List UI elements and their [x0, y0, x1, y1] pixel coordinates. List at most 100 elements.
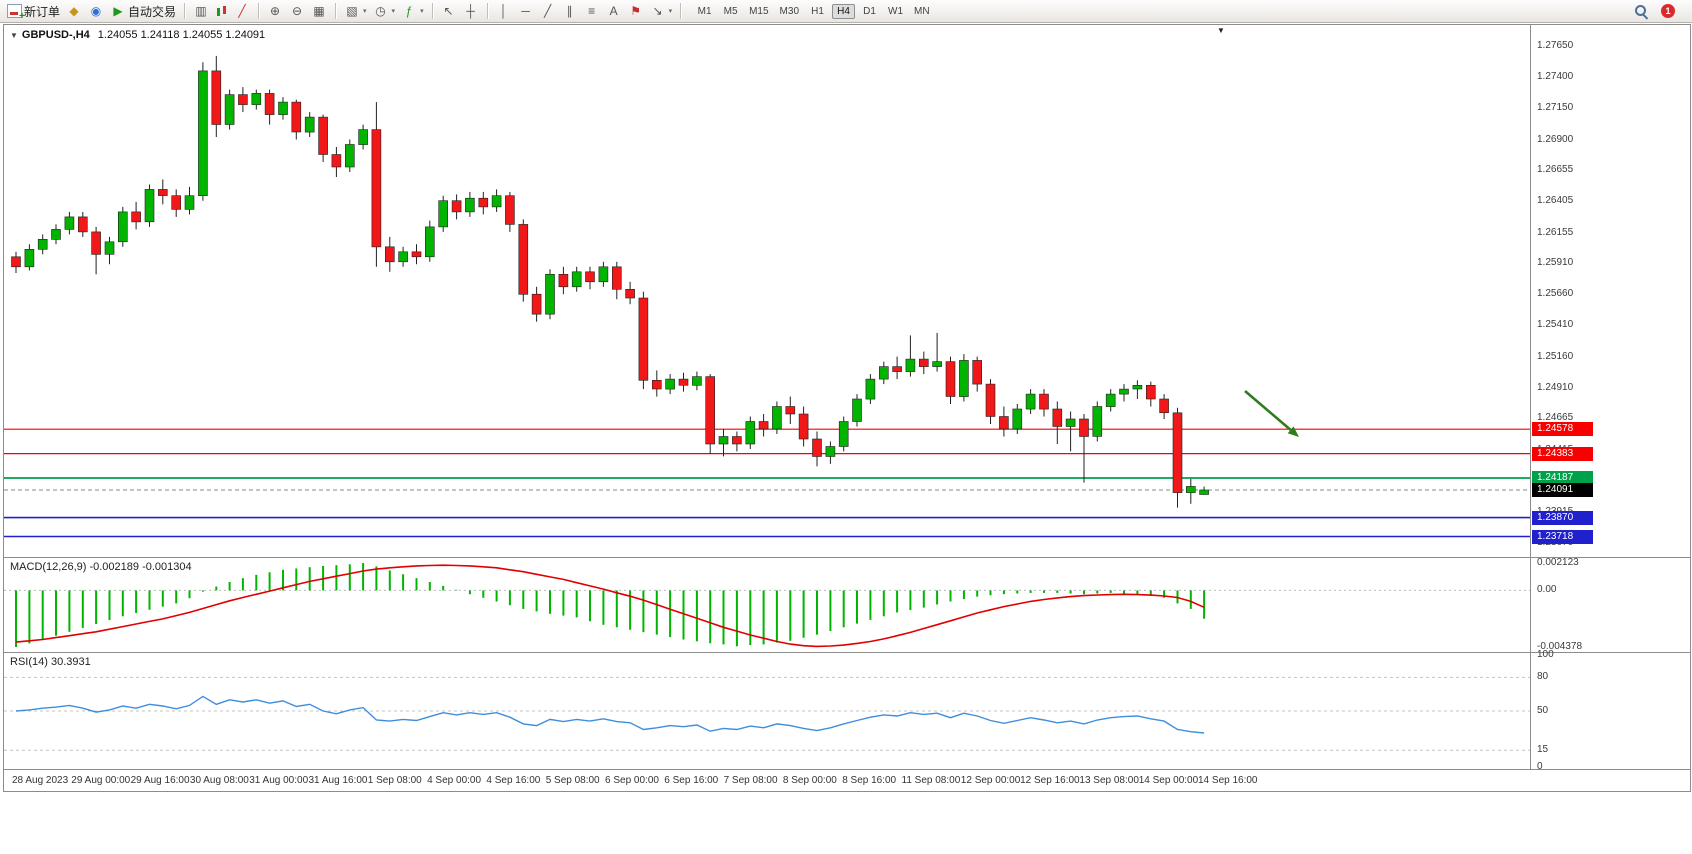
price-axis-label: 1.26655: [1537, 164, 1574, 176]
price-axis-label: 1.26405: [1537, 195, 1574, 207]
autotrade-button[interactable]: ▶ 自动交易: [108, 2, 178, 21]
tile-windows-button[interactable]: ▦: [309, 2, 329, 21]
line-chart-button[interactable]: ╱: [232, 2, 252, 21]
collapse-icon[interactable]: ▼: [10, 31, 18, 40]
announcements-icon: ◆: [69, 4, 79, 18]
price-axis-label: 1.26155: [1537, 226, 1574, 238]
candlestick-chart-icon: [215, 4, 228, 18]
toolbar-separator: [184, 3, 186, 19]
profiles-button[interactable]: ◷ ▾: [371, 2, 398, 21]
notification-badge[interactable]: 1: [1661, 4, 1675, 18]
timeframe-button-mn[interactable]: MN: [914, 5, 930, 17]
timeframe-button-m1[interactable]: M1: [697, 5, 712, 17]
channel-button[interactable]: ∥: [560, 2, 580, 21]
macd-label: MACD(12,26,9) -0.002189 -0.001304: [10, 561, 192, 573]
chart-window: ▼ GBPUSD-,H4 1.24055 1.24118 1.24055 1.240…: [3, 24, 1691, 792]
macd-pane[interactable]: MACD(12,26,9) -0.002189 -0.001304: [4, 558, 1530, 652]
macd-chart[interactable]: [4, 558, 1530, 652]
price-level-tag: 1.24383: [1532, 446, 1593, 461]
tile-windows-icon: ▦: [313, 4, 325, 18]
toolbar-separator: [258, 3, 260, 19]
timeframe-button-m15[interactable]: M15: [749, 5, 769, 17]
toolbar-separator: [335, 3, 337, 19]
profiles-clock-icon: ◷: [375, 4, 386, 18]
timeframe-button-w1[interactable]: W1: [888, 5, 903, 17]
rsi-axis-label: 15: [1537, 744, 1549, 756]
bar-chart-icon: ▥: [195, 4, 207, 18]
time-axis-label: 6 Sep 00:00: [605, 775, 659, 786]
price-axis-label: 1.24910: [1537, 381, 1574, 393]
timeframe-toolbar: M1 M5 M15 M30 H1 H4 D1 W1 MN: [693, 3, 933, 19]
timeframe-button-h1[interactable]: H1: [811, 5, 824, 17]
price-pane[interactable]: ▼ GBPUSD-,H4 1.24055 1.24118 1.24055 1.240…: [4, 25, 1530, 557]
vertical-line-button[interactable]: │: [494, 2, 514, 21]
scale-separator: [1530, 25, 1531, 770]
label-tool-icon: ⚑: [630, 4, 641, 18]
community-button[interactable]: ◉: [86, 2, 106, 21]
timeframe-button-m30[interactable]: M30: [779, 5, 799, 17]
price-axis-label: 1.27400: [1537, 71, 1574, 83]
time-axis-label: 14 Sep 00:00: [1138, 775, 1199, 786]
arrows-tool-button[interactable]: ↘ ▾: [648, 2, 675, 21]
timeframe-button-d1[interactable]: D1: [863, 5, 876, 17]
chevron-down-icon: ▾: [420, 8, 424, 15]
rsi-axis-label: 0: [1537, 761, 1543, 772]
macd-axis-label: 0.00: [1537, 584, 1557, 596]
price-axis-label: 1.25910: [1537, 257, 1574, 269]
line-chart-icon: ╱: [238, 4, 246, 18]
current-price-tag: 1.24091: [1532, 483, 1593, 497]
timeframe-button-m5[interactable]: M5: [723, 5, 738, 17]
time-axis-label: 4 Sep 16:00: [486, 775, 541, 786]
price-chart[interactable]: [4, 25, 1530, 557]
chevron-down-icon: ▾: [668, 8, 673, 15]
time-axis-label: 29 Aug 00:00: [71, 775, 131, 786]
time-axis[interactable]: 28 Aug 2023 29 Aug 00:00 29 Aug 16:00 30 Au…: [4, 770, 1530, 791]
vertical-line-icon: │: [499, 4, 508, 18]
price-level-tag: 1.24187: [1532, 471, 1593, 485]
new-chart-icon: ▧: [346, 4, 358, 18]
new-chart-button[interactable]: ▧ ▾: [342, 2, 369, 21]
new-order-button[interactable]: 新订单: [5, 2, 62, 22]
zoom-out-button[interactable]: ⊖: [287, 2, 307, 21]
price-level-tag: 1.23870: [1532, 510, 1593, 525]
timeframe-button-h4[interactable]: H4: [832, 3, 855, 19]
crosshair-button[interactable]: ┼: [461, 2, 481, 21]
rsi-pane[interactable]: RSI(14) 30.3931: [4, 653, 1530, 769]
bar-chart-button[interactable]: ▥: [191, 2, 211, 21]
pane-separator[interactable]: [4, 557, 1690, 558]
toolbar-right-group: 1: [1632, 2, 1675, 21]
time-axis-label: 6 Sep 16:00: [664, 775, 719, 786]
indicators-button[interactable]: ƒ ▾: [399, 2, 426, 21]
cursor-button[interactable]: ↖: [439, 2, 459, 21]
fibonacci-button[interactable]: ≡: [582, 2, 602, 21]
new-order-label: 新订单: [24, 4, 61, 19]
indicators-icon: ƒ: [405, 4, 413, 18]
label-tool-button[interactable]: ⚑: [626, 2, 646, 21]
time-axis-label: 7 Sep 08:00: [723, 775, 778, 786]
price-axis-label: 1.27150: [1537, 102, 1574, 114]
text-tool-button[interactable]: A: [604, 2, 624, 21]
channel-icon: ∥: [566, 4, 573, 18]
price-axis-label: 1.25660: [1537, 288, 1574, 300]
macd-axis-label: 0.002123: [1537, 557, 1579, 568]
time-axis-label: 31 Aug 16:00: [308, 775, 368, 786]
announcements-button[interactable]: ◆: [64, 2, 84, 21]
chevron-down-icon: ▾: [363, 8, 367, 15]
horizontal-line-button[interactable]: ─: [516, 2, 536, 21]
zoom-in-button[interactable]: ⊕: [265, 2, 285, 21]
price-scale[interactable]: 1.27650 1.27400 1.27150 1.26900 1.26655 1.264…: [1532, 25, 1690, 772]
trendline-button[interactable]: ╱: [538, 2, 558, 21]
rsi-chart[interactable]: [4, 653, 1530, 769]
zoom-out-icon: ⊖: [292, 4, 303, 18]
pane-separator[interactable]: [4, 652, 1690, 653]
rsi-axis-label: 100: [1537, 649, 1554, 660]
trend-arrow-annotation: [1244, 390, 1299, 437]
chart-header: ▼ GBPUSD-,H4 1.24055 1.24118 1.24055 1.240…: [10, 29, 265, 41]
cursor-icon: ↖: [443, 4, 454, 18]
search-button[interactable]: [1632, 2, 1651, 21]
horizontal-line-icon: ─: [521, 4, 530, 18]
time-axis-label: 8 Sep 16:00: [842, 775, 897, 786]
time-axis-label: 12 Sep 16:00: [1020, 775, 1080, 786]
candlestick-chart-button[interactable]: [213, 2, 230, 21]
time-axis-label: 30 Aug 08:00: [189, 775, 249, 786]
